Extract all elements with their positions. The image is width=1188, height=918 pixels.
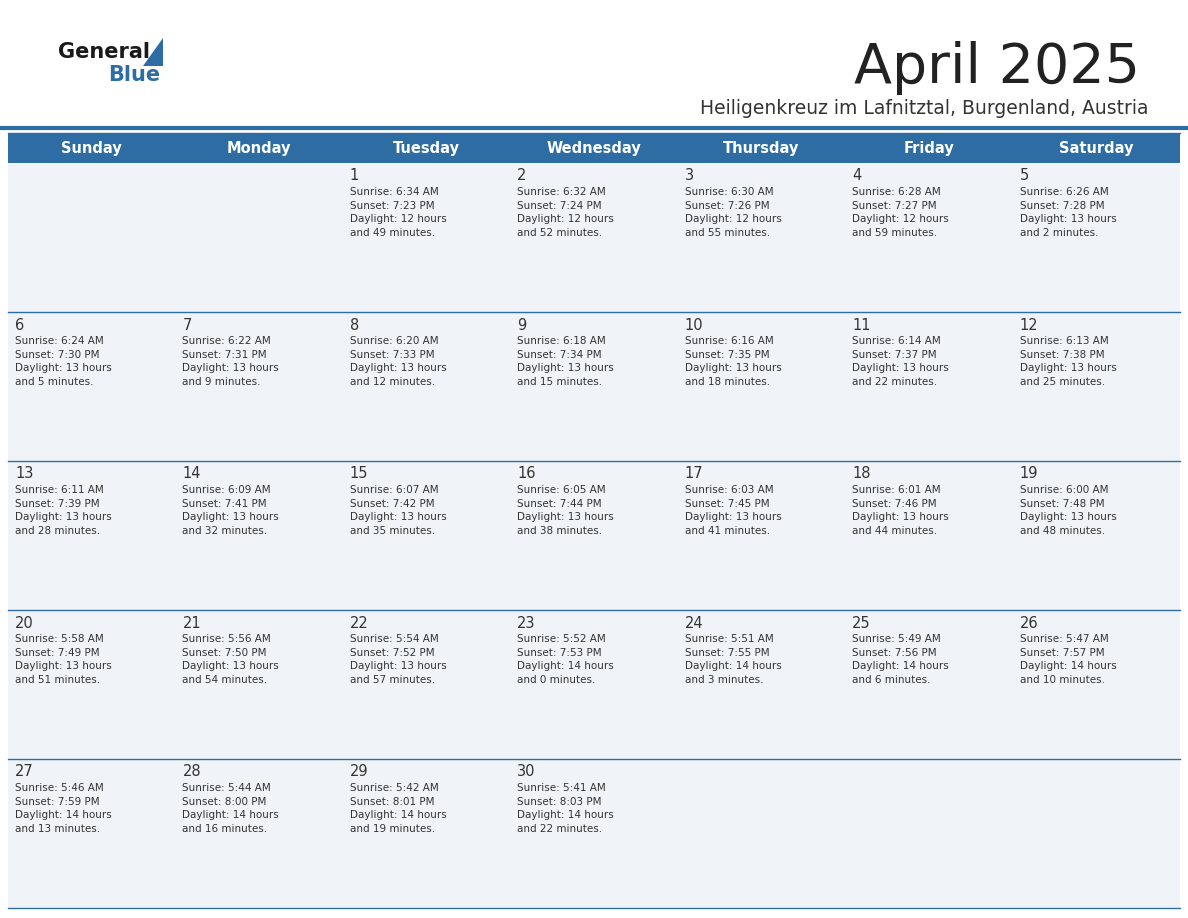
Text: 17: 17: [684, 466, 703, 482]
Text: Blue: Blue: [108, 65, 160, 85]
Text: 12: 12: [1019, 318, 1038, 332]
Text: 26: 26: [1019, 615, 1038, 631]
Text: 23: 23: [517, 615, 536, 631]
Text: Sunrise: 6:18 AM
Sunset: 7:34 PM
Daylight: 13 hours
and 15 minutes.: Sunrise: 6:18 AM Sunset: 7:34 PM Dayligh…: [517, 336, 614, 386]
Bar: [8, 759, 1180, 908]
Text: Wednesday: Wednesday: [546, 140, 642, 155]
Text: Sunrise: 6:34 AM
Sunset: 7:23 PM
Daylight: 12 hours
and 49 minutes.: Sunrise: 6:34 AM Sunset: 7:23 PM Dayligh…: [349, 187, 447, 238]
Text: 5: 5: [1019, 169, 1029, 184]
Text: Tuesday: Tuesday: [393, 140, 460, 155]
Text: Monday: Monday: [227, 140, 291, 155]
Text: Sunrise: 6:30 AM
Sunset: 7:26 PM
Daylight: 12 hours
and 55 minutes.: Sunrise: 6:30 AM Sunset: 7:26 PM Dayligh…: [684, 187, 782, 238]
Bar: [8, 610, 1180, 759]
Text: Sunrise: 6:20 AM
Sunset: 7:33 PM
Daylight: 13 hours
and 12 minutes.: Sunrise: 6:20 AM Sunset: 7:33 PM Dayligh…: [349, 336, 447, 386]
Bar: [8, 133, 1180, 163]
Text: Saturday: Saturday: [1059, 140, 1133, 155]
Text: Sunrise: 5:46 AM
Sunset: 7:59 PM
Daylight: 14 hours
and 13 minutes.: Sunrise: 5:46 AM Sunset: 7:59 PM Dayligh…: [15, 783, 112, 834]
Bar: [8, 163, 1180, 312]
Text: 2: 2: [517, 169, 526, 184]
Text: April 2025: April 2025: [854, 41, 1140, 95]
Bar: [8, 312, 1180, 461]
Text: 9: 9: [517, 318, 526, 332]
Text: 28: 28: [183, 765, 201, 779]
Text: 29: 29: [349, 765, 368, 779]
Text: Sunrise: 6:24 AM
Sunset: 7:30 PM
Daylight: 13 hours
and 5 minutes.: Sunrise: 6:24 AM Sunset: 7:30 PM Dayligh…: [15, 336, 112, 386]
Text: Sunrise: 6:26 AM
Sunset: 7:28 PM
Daylight: 13 hours
and 2 minutes.: Sunrise: 6:26 AM Sunset: 7:28 PM Dayligh…: [1019, 187, 1117, 238]
Text: Sunrise: 5:54 AM
Sunset: 7:52 PM
Daylight: 13 hours
and 57 minutes.: Sunrise: 5:54 AM Sunset: 7:52 PM Dayligh…: [349, 634, 447, 685]
Text: Sunrise: 6:01 AM
Sunset: 7:46 PM
Daylight: 13 hours
and 44 minutes.: Sunrise: 6:01 AM Sunset: 7:46 PM Dayligh…: [852, 485, 949, 536]
Text: Sunrise: 6:09 AM
Sunset: 7:41 PM
Daylight: 13 hours
and 32 minutes.: Sunrise: 6:09 AM Sunset: 7:41 PM Dayligh…: [183, 485, 279, 536]
Text: 3: 3: [684, 169, 694, 184]
Text: 25: 25: [852, 615, 871, 631]
Text: 8: 8: [349, 318, 359, 332]
Text: General: General: [58, 42, 150, 62]
Text: 30: 30: [517, 765, 536, 779]
Text: Sunrise: 6:32 AM
Sunset: 7:24 PM
Daylight: 12 hours
and 52 minutes.: Sunrise: 6:32 AM Sunset: 7:24 PM Dayligh…: [517, 187, 614, 238]
Text: Friday: Friday: [904, 140, 954, 155]
Text: Sunrise: 5:41 AM
Sunset: 8:03 PM
Daylight: 14 hours
and 22 minutes.: Sunrise: 5:41 AM Sunset: 8:03 PM Dayligh…: [517, 783, 614, 834]
Text: Sunrise: 6:05 AM
Sunset: 7:44 PM
Daylight: 13 hours
and 38 minutes.: Sunrise: 6:05 AM Sunset: 7:44 PM Dayligh…: [517, 485, 614, 536]
Text: 10: 10: [684, 318, 703, 332]
Text: 6: 6: [15, 318, 24, 332]
Text: Sunrise: 5:49 AM
Sunset: 7:56 PM
Daylight: 14 hours
and 6 minutes.: Sunrise: 5:49 AM Sunset: 7:56 PM Dayligh…: [852, 634, 949, 685]
Text: Sunrise: 5:52 AM
Sunset: 7:53 PM
Daylight: 14 hours
and 0 minutes.: Sunrise: 5:52 AM Sunset: 7:53 PM Dayligh…: [517, 634, 614, 685]
Text: 15: 15: [349, 466, 368, 482]
Text: Sunrise: 6:22 AM
Sunset: 7:31 PM
Daylight: 13 hours
and 9 minutes.: Sunrise: 6:22 AM Sunset: 7:31 PM Dayligh…: [183, 336, 279, 386]
Text: 13: 13: [15, 466, 33, 482]
Text: Sunrise: 5:58 AM
Sunset: 7:49 PM
Daylight: 13 hours
and 51 minutes.: Sunrise: 5:58 AM Sunset: 7:49 PM Dayligh…: [15, 634, 112, 685]
Text: Sunrise: 6:14 AM
Sunset: 7:37 PM
Daylight: 13 hours
and 22 minutes.: Sunrise: 6:14 AM Sunset: 7:37 PM Dayligh…: [852, 336, 949, 386]
Bar: [8, 461, 1180, 610]
Text: 24: 24: [684, 615, 703, 631]
Text: Sunrise: 6:07 AM
Sunset: 7:42 PM
Daylight: 13 hours
and 35 minutes.: Sunrise: 6:07 AM Sunset: 7:42 PM Dayligh…: [349, 485, 447, 536]
Text: Sunrise: 6:13 AM
Sunset: 7:38 PM
Daylight: 13 hours
and 25 minutes.: Sunrise: 6:13 AM Sunset: 7:38 PM Dayligh…: [1019, 336, 1117, 386]
Text: Sunrise: 6:28 AM
Sunset: 7:27 PM
Daylight: 12 hours
and 59 minutes.: Sunrise: 6:28 AM Sunset: 7:27 PM Dayligh…: [852, 187, 949, 238]
Text: 18: 18: [852, 466, 871, 482]
Text: 1: 1: [349, 169, 359, 184]
Text: 19: 19: [1019, 466, 1038, 482]
Text: 11: 11: [852, 318, 871, 332]
Text: Sunday: Sunday: [62, 140, 122, 155]
Text: 22: 22: [349, 615, 368, 631]
Text: Sunrise: 5:51 AM
Sunset: 7:55 PM
Daylight: 14 hours
and 3 minutes.: Sunrise: 5:51 AM Sunset: 7:55 PM Dayligh…: [684, 634, 782, 685]
Text: Sunrise: 5:42 AM
Sunset: 8:01 PM
Daylight: 14 hours
and 19 minutes.: Sunrise: 5:42 AM Sunset: 8:01 PM Dayligh…: [349, 783, 447, 834]
Text: Sunrise: 5:44 AM
Sunset: 8:00 PM
Daylight: 14 hours
and 16 minutes.: Sunrise: 5:44 AM Sunset: 8:00 PM Dayligh…: [183, 783, 279, 834]
Text: 14: 14: [183, 466, 201, 482]
Text: 27: 27: [15, 765, 33, 779]
Text: Sunrise: 6:11 AM
Sunset: 7:39 PM
Daylight: 13 hours
and 28 minutes.: Sunrise: 6:11 AM Sunset: 7:39 PM Dayligh…: [15, 485, 112, 536]
Text: 16: 16: [517, 466, 536, 482]
Text: Thursday: Thursday: [723, 140, 800, 155]
Text: 20: 20: [15, 615, 33, 631]
Text: Sunrise: 5:47 AM
Sunset: 7:57 PM
Daylight: 14 hours
and 10 minutes.: Sunrise: 5:47 AM Sunset: 7:57 PM Dayligh…: [1019, 634, 1117, 685]
Text: Sunrise: 6:00 AM
Sunset: 7:48 PM
Daylight: 13 hours
and 48 minutes.: Sunrise: 6:00 AM Sunset: 7:48 PM Dayligh…: [1019, 485, 1117, 536]
Text: Sunrise: 6:03 AM
Sunset: 7:45 PM
Daylight: 13 hours
and 41 minutes.: Sunrise: 6:03 AM Sunset: 7:45 PM Dayligh…: [684, 485, 782, 536]
Text: Sunrise: 5:56 AM
Sunset: 7:50 PM
Daylight: 13 hours
and 54 minutes.: Sunrise: 5:56 AM Sunset: 7:50 PM Dayligh…: [183, 634, 279, 685]
Polygon shape: [143, 38, 163, 66]
Text: 7: 7: [183, 318, 191, 332]
Text: 21: 21: [183, 615, 201, 631]
Text: 4: 4: [852, 169, 861, 184]
Text: Sunrise: 6:16 AM
Sunset: 7:35 PM
Daylight: 13 hours
and 18 minutes.: Sunrise: 6:16 AM Sunset: 7:35 PM Dayligh…: [684, 336, 782, 386]
Text: Heiligenkreuz im Lafnitztal, Burgenland, Austria: Heiligenkreuz im Lafnitztal, Burgenland,…: [700, 98, 1148, 118]
